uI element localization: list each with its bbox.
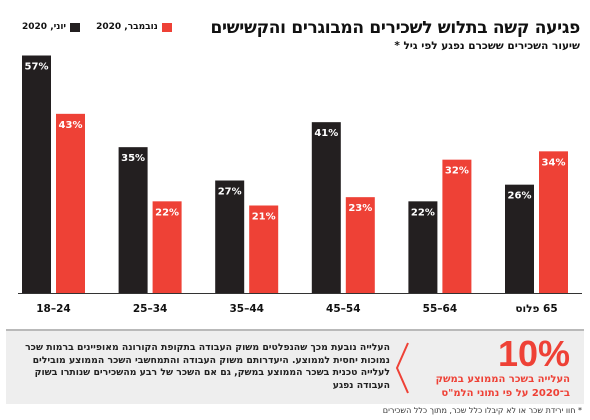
highlight-text: העלייה נובעת מכך שהנפלטים משוק העבודה בת… [25, 342, 390, 391]
data-label-june-4: 22% [411, 207, 435, 218]
bar-june-1 [118, 147, 148, 293]
legend-swatch-june [70, 22, 81, 32]
highlight-box: 10% העלייה בשכר הממוצע במשק ב־2020 על פי… [6, 329, 584, 404]
bar-november-5 [539, 151, 568, 293]
bar-november-4 [442, 159, 472, 293]
highlight-label: העלייה בשכר הממוצע במשק [435, 374, 570, 385]
legend-label-november: נובמבר, 2020 [96, 22, 158, 32]
data-label-june-3: 41% [314, 128, 338, 139]
legend-item-november: נובמבר, 2020 [96, 22, 172, 32]
data-label-november-4: 32% [445, 166, 469, 177]
x-tick-label-5: 65 פלוס [515, 303, 557, 315]
chart-title: פגיעה קשה בתלוש לשכירים המבוגרים והקשישי… [210, 18, 580, 38]
legend-label-june: יוני, 2020 [22, 22, 67, 32]
footnote: * חוו ירידת שכר או לא קיבלו כלל שכר, מתו… [382, 406, 582, 415]
bar-june-5 [505, 184, 534, 293]
data-label-november-1: 22% [155, 207, 179, 218]
data-label-november-2: 21% [252, 212, 276, 223]
highlight-value: 10% [497, 333, 570, 374]
chart-subtitle: שיעור השכירים ששכרם נפגע לפי גיל * [394, 40, 580, 52]
legend-item-june: יוני, 2020 [22, 22, 81, 32]
data-label-june-2: 27% [218, 187, 242, 198]
data-label-november-0: 43% [59, 120, 83, 131]
bar-chart: 57% 43% 35% 22% 27% 21% 41% 23% 22% 32% 26% 34% 24–… [18, 55, 582, 315]
data-label-november-3: 23% [348, 203, 372, 214]
bar-june-2 [215, 180, 245, 293]
bars-group: 57% 43% 35% 22% 27% 21% 41% 23% 22% 32% 26% 34% [22, 55, 568, 294]
x-tick-label-2: 44–35 [229, 303, 264, 315]
data-label-june-5: 26% [508, 191, 532, 202]
x-tick-label-4: 64–55 [423, 303, 458, 315]
data-label-june-0: 57% [25, 62, 49, 73]
x-tick-label-0: 24–18 [36, 303, 71, 315]
bar-june-3 [311, 122, 341, 294]
bar-november-2 [249, 205, 279, 293]
data-label-november-5: 34% [542, 157, 566, 168]
bar-june-4 [408, 201, 438, 293]
legend-swatch-november [161, 22, 172, 32]
chevron-left-icon [395, 342, 409, 394]
x-tick-label-1: 34–25 [133, 303, 168, 315]
highlight-source: ב־2020 על פי נתוני הלמ"ס [441, 388, 570, 399]
data-label-june-1: 35% [121, 153, 145, 164]
bar-november-1 [152, 201, 182, 293]
bar-june-0 [22, 55, 51, 293]
x-axis-labels: 24–18 34–25 44–35 54–45 64–55 65 פלוס [36, 303, 557, 315]
bar-november-3 [345, 197, 375, 293]
legend: יוני, 2020 נובמבר, 2020 [22, 22, 172, 32]
x-tick-label-3: 54–45 [326, 303, 361, 315]
bar-november-0 [56, 113, 85, 293]
